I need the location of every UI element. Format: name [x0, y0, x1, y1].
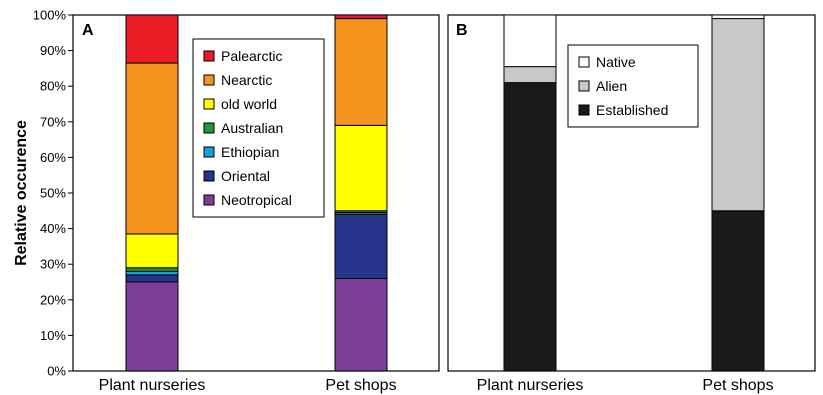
x-category-label: Pet shops: [702, 377, 773, 394]
legend-swatch: [203, 194, 215, 206]
legend-swatch: [203, 146, 215, 158]
y-tick-label: 100%: [33, 8, 67, 23]
bar-segment-nearctic: [334, 18, 388, 126]
legend-swatch: [203, 170, 215, 182]
panel-b: B Plant nurseries Pet shops Native Alien Es…: [447, 14, 816, 394]
legend-label: Neotropical: [221, 192, 292, 208]
y-tick-label: 10%: [40, 328, 66, 343]
legend-label: Oriental: [221, 168, 270, 184]
bar-segment-palearctic: [125, 14, 179, 64]
bar-segment-alien: [503, 66, 557, 84]
bar-segment-australian: [125, 267, 179, 272]
panel-b-legend: Native Alien Established: [567, 44, 699, 128]
bar-segment-alien: [711, 18, 765, 212]
legend-swatch: [203, 50, 215, 62]
bar-segment-established: [711, 210, 765, 372]
legend-label: Native: [596, 54, 636, 70]
panel-b-letter: B: [456, 22, 468, 39]
legend-swatch: [578, 56, 590, 68]
panel-b-category-labels: Plant nurseries Pet shops: [477, 377, 774, 394]
panel-b-bars: [503, 14, 765, 372]
legend-label: Established: [596, 102, 668, 118]
panel-a-letter: A: [82, 22, 94, 39]
bar-segment-nearctic: [125, 62, 179, 235]
x-category-label: Plant nurseries: [477, 377, 584, 394]
legend-swatch: [203, 122, 215, 134]
bar-segment-old-world: [334, 124, 388, 212]
bar-segment-oriental: [334, 213, 388, 279]
legend-swatch: [203, 98, 215, 110]
bar-segment-oriental: [125, 274, 179, 283]
legend-label: old world: [221, 96, 277, 112]
bar-segment-native: [711, 14, 765, 20]
y-tick-label: 50%: [40, 186, 66, 201]
bar-segment-neotropical: [334, 277, 388, 372]
legend-label: Australian: [221, 120, 283, 136]
panel-a: A 0% 10% 20% 30% 40% 50% 60% 70% 80% 90% 100% Plan…: [33, 8, 440, 394]
panel-a-category-labels: Plant nurseries Pet shops: [99, 377, 397, 394]
bar-segment-neotropical: [125, 281, 179, 372]
y-tick-label: 20%: [40, 292, 66, 307]
panel-a-y-ticks: 0% 10% 20% 30% 40% 50% 60% 70% 80% 90% 100%: [33, 8, 73, 379]
y-tick-label: 0%: [47, 364, 66, 379]
legend-swatch: [578, 104, 590, 116]
panel-a-legend: Palearctic Nearctic old world Australian Eth…: [192, 38, 325, 218]
legend-box: [567, 44, 699, 128]
x-category-label: Plant nurseries: [99, 377, 206, 394]
x-category-label: Pet shops: [325, 377, 396, 394]
y-tick-label: 30%: [40, 257, 66, 272]
y-tick-label: 90%: [40, 43, 66, 58]
bar-segment-native: [503, 14, 557, 68]
legend-label: Ethiopian: [221, 144, 279, 160]
y-tick-label: 40%: [40, 221, 66, 236]
legend-label: Alien: [596, 78, 627, 94]
y-tick-label: 80%: [40, 79, 66, 94]
legend-label: Nearctic: [221, 72, 272, 88]
legend-box: [192, 38, 325, 218]
bar-segment-ethiopian: [125, 270, 179, 276]
panel-a-bars: [125, 14, 388, 372]
legend-swatch: [203, 74, 215, 86]
y-axis-label: Relative occurence: [13, 120, 30, 266]
legend-label: Palearctic: [221, 48, 282, 64]
bar-segment-palearctic: [334, 14, 388, 20]
legend-swatch: [578, 80, 590, 92]
y-tick-label: 60%: [40, 150, 66, 165]
bar-segment-old-world: [125, 233, 179, 269]
bar-segment-established: [503, 82, 557, 372]
y-tick-label: 70%: [40, 114, 66, 129]
